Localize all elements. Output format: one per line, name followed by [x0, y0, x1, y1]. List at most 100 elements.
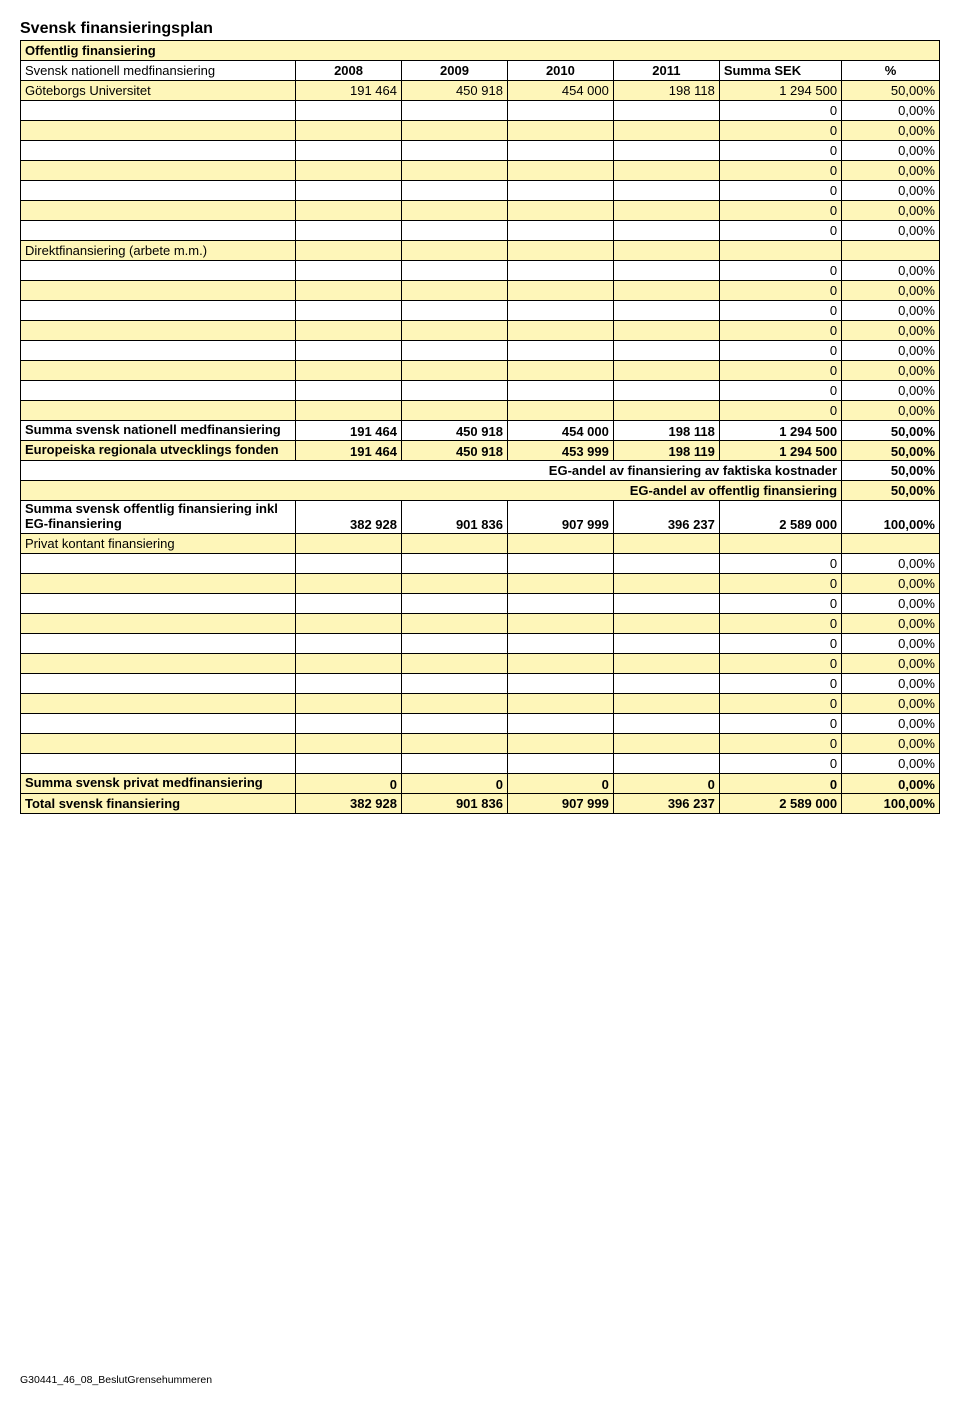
- cell: 50,00%: [842, 461, 940, 481]
- table-row: 00,00%: [21, 753, 940, 773]
- cell: [507, 201, 613, 221]
- cell: 0: [719, 221, 841, 241]
- cell: [613, 321, 719, 341]
- table-row: 00,00%: [21, 321, 940, 341]
- cell: [296, 401, 402, 421]
- cell: 0,00%: [842, 161, 940, 181]
- cell: [613, 241, 719, 261]
- cell: [402, 593, 508, 613]
- cell: 50,00%: [842, 421, 940, 441]
- table-row: Summa svensk privat medfinansiering00000…: [21, 773, 940, 793]
- cell: 453 999: [507, 441, 613, 461]
- cell: [21, 161, 296, 181]
- cell: [613, 221, 719, 241]
- table-row: 00,00%: [21, 141, 940, 161]
- cell: 0: [719, 141, 841, 161]
- cell: 0,00%: [842, 101, 940, 121]
- cell: [402, 673, 508, 693]
- cell: 0: [507, 773, 613, 793]
- cell: [21, 321, 296, 341]
- cell: 907 999: [507, 793, 613, 813]
- cell: 0,00%: [842, 281, 940, 301]
- table-row: 00,00%: [21, 281, 940, 301]
- cell: 0: [719, 321, 841, 341]
- cell: [402, 693, 508, 713]
- table-row: 00,00%: [21, 361, 940, 381]
- cell: [402, 713, 508, 733]
- cell: [21, 381, 296, 401]
- cell: [296, 361, 402, 381]
- cell: [507, 633, 613, 653]
- cell: [21, 201, 296, 221]
- cell: 0,00%: [842, 693, 940, 713]
- cell: 0: [719, 653, 841, 673]
- cell: [21, 261, 296, 281]
- cell: [507, 221, 613, 241]
- cell: 0: [719, 301, 841, 321]
- cell: 0,00%: [842, 753, 940, 773]
- cell: [613, 121, 719, 141]
- cell: Summa svensk offentlig finansiering inkl…: [21, 501, 296, 534]
- cell: 0,00%: [842, 181, 940, 201]
- cell: 901 836: [402, 501, 508, 534]
- cell: [296, 161, 402, 181]
- cell: Göteborgs Universitet: [21, 81, 296, 101]
- cell: [402, 301, 508, 321]
- cell: [402, 361, 508, 381]
- cell: [613, 533, 719, 553]
- cell: Summa svensk nationell medfinansiering: [21, 421, 296, 441]
- cell: 396 237: [613, 501, 719, 534]
- cell: [402, 753, 508, 773]
- cell: [296, 733, 402, 753]
- table-row: EG-andel av finansiering av faktiska kos…: [21, 461, 940, 481]
- cell: 0: [719, 753, 841, 773]
- cell: [507, 673, 613, 693]
- table-row: 00,00%: [21, 713, 940, 733]
- cell: [402, 121, 508, 141]
- table-row: Direktfinansiering (arbete m.m.): [21, 241, 940, 261]
- cell: [507, 713, 613, 733]
- cell: [21, 181, 296, 201]
- cell: 450 918: [402, 441, 508, 461]
- cell: [402, 533, 508, 553]
- cell: 0,00%: [842, 401, 940, 421]
- cell: 0: [719, 381, 841, 401]
- cell: [21, 361, 296, 381]
- table-row: 00,00%: [21, 653, 940, 673]
- cell: [21, 221, 296, 241]
- cell: [507, 281, 613, 301]
- cell: [719, 533, 841, 553]
- cell: 0,00%: [842, 673, 940, 693]
- table-row: 00,00%: [21, 201, 940, 221]
- cell: 0,00%: [842, 341, 940, 361]
- table-row: 00,00%: [21, 181, 940, 201]
- table-row: Total svensk finansiering382 928901 8369…: [21, 793, 940, 813]
- cell: 0: [719, 693, 841, 713]
- cell: [842, 533, 940, 553]
- cell: [296, 321, 402, 341]
- cell: [21, 301, 296, 321]
- cell: 0: [719, 613, 841, 633]
- cell: Svensk nationell medfinansiering: [21, 61, 296, 81]
- cell: 0,00%: [842, 653, 940, 673]
- cell: 0,00%: [842, 633, 940, 653]
- cell: [613, 281, 719, 301]
- cell: 0: [719, 341, 841, 361]
- cell: [296, 301, 402, 321]
- cell: EG-andel av offentlig finansiering: [21, 481, 842, 501]
- cell: [402, 733, 508, 753]
- table-row: 00,00%: [21, 613, 940, 633]
- cell: [613, 381, 719, 401]
- cell: [21, 593, 296, 613]
- cell: [507, 101, 613, 121]
- cell: Europeiska regionala utvecklings fonden: [21, 441, 296, 461]
- cell: 0,00%: [842, 733, 940, 753]
- cell: 1 294 500: [719, 441, 841, 461]
- cell: 0: [402, 773, 508, 793]
- cell: 0: [719, 161, 841, 181]
- cell: [613, 593, 719, 613]
- cell: [507, 321, 613, 341]
- cell: [613, 573, 719, 593]
- cell: [613, 401, 719, 421]
- cell: [613, 181, 719, 201]
